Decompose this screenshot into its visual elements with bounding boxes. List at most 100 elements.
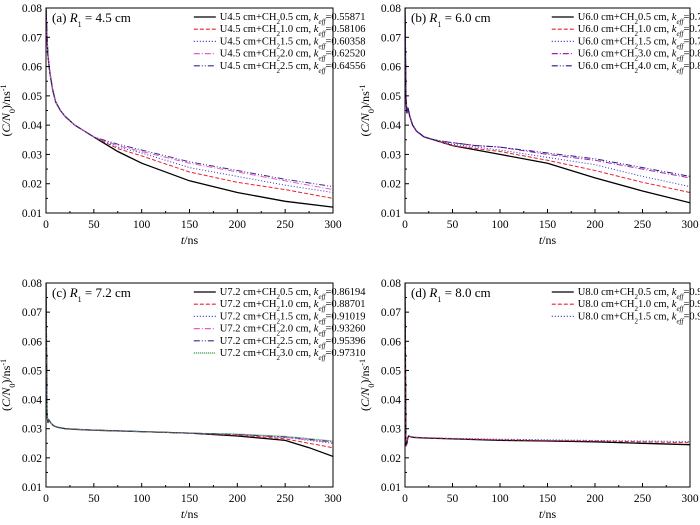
x-tick-label: 50 bbox=[447, 219, 459, 231]
x-tick-label: 200 bbox=[229, 219, 247, 231]
legend-entry: U6.0 cm+CH24.0 cm, keff=0.87877 bbox=[578, 61, 700, 75]
legend-entry: U4.5 cm+CH22.5 cm, keff=0.64556 bbox=[220, 61, 366, 75]
legend-k: k bbox=[672, 287, 677, 298]
series-line-3 bbox=[405, 8, 690, 188]
legend-mod: 3.0 cm, bbox=[638, 49, 672, 60]
y-label-var: C/N bbox=[0, 387, 13, 407]
legend-k: k bbox=[672, 24, 677, 35]
x-tick-label: 250 bbox=[634, 219, 652, 231]
legend-keff: =0.94236 bbox=[683, 287, 700, 298]
y-label-part: ( bbox=[0, 133, 13, 137]
x-axis-unit: /ns bbox=[184, 233, 198, 247]
y-label-sub: 0 bbox=[8, 384, 17, 388]
legend-keff: =0.87877 bbox=[683, 61, 700, 72]
legend-keff: =0.75768 bbox=[683, 24, 700, 35]
legend-k-sub: eff bbox=[318, 354, 326, 362]
panel-var: R bbox=[69, 10, 78, 25]
legend-mod: 1.0 cm, bbox=[638, 24, 672, 35]
legend-keff: =0.95396 bbox=[325, 336, 365, 347]
x-tick-label: 300 bbox=[324, 493, 342, 505]
x-axis-var: t bbox=[181, 233, 185, 247]
legend-k: k bbox=[314, 311, 319, 322]
legend-sub: 2 bbox=[634, 30, 638, 38]
legend-mod: 0.5 cm, bbox=[638, 12, 672, 23]
legend-sample: U8.0 cm+CH bbox=[578, 287, 635, 298]
legend-sub: 2 bbox=[276, 342, 280, 350]
legend-entry: U7.2 cm+CH22.5 cm, keff=0.95396 bbox=[220, 336, 366, 350]
y-label-part: ( bbox=[0, 407, 13, 411]
legend-keff: =0.78171 bbox=[683, 36, 700, 47]
legend: U8.0 cm+CH20.5 cm, keff=0.94236U8.0 cm+C… bbox=[551, 287, 700, 325]
legend-k-sub: eff bbox=[676, 67, 684, 75]
x-tick-label: 200 bbox=[229, 493, 247, 505]
y-tick-label: 0.06 bbox=[381, 62, 401, 74]
legend-k: k bbox=[314, 36, 319, 47]
legend-entry: U6.0 cm+CH23.0 cm, keff=0.84558 bbox=[578, 49, 700, 63]
x-tick-label: 300 bbox=[324, 219, 342, 231]
panel-var-sub: 1 bbox=[437, 295, 441, 304]
legend-mod: 0.5 cm, bbox=[280, 287, 314, 298]
legend-k: k bbox=[314, 287, 319, 298]
x-axis-var: t bbox=[539, 233, 543, 247]
legend-sample: U6.0 cm+CH bbox=[578, 49, 635, 60]
legend-keff: =0.62520 bbox=[325, 49, 365, 60]
legend-sub: 2 bbox=[276, 330, 280, 338]
legend-entry: U7.2 cm+CH20.5 cm, keff=0.86194 bbox=[220, 287, 366, 301]
legend-k: k bbox=[314, 49, 319, 60]
legend-sub: 2 bbox=[276, 354, 280, 362]
x-tick-label: 200 bbox=[586, 493, 604, 505]
y-tick-label: 0.07 bbox=[22, 307, 42, 319]
y-tick-label: 0.07 bbox=[22, 32, 42, 44]
x-axis-label: t/ns bbox=[181, 233, 199, 247]
legend-sub: 2 bbox=[634, 305, 638, 313]
legend-sub: 2 bbox=[634, 18, 638, 26]
legend-entry: U4.5 cm+CH21.0 cm, keff=0.58106 bbox=[220, 24, 366, 38]
y-tick-label: 0.04 bbox=[381, 395, 401, 407]
legend-sample: U7.2 cm+CH bbox=[220, 324, 277, 335]
x-tick-label: 100 bbox=[133, 493, 151, 505]
y-tick-label: 0.05 bbox=[22, 365, 42, 377]
legend-sub: 2 bbox=[634, 55, 638, 63]
x-tick-label: 0 bbox=[402, 219, 408, 231]
y-label-sub: 0 bbox=[367, 384, 376, 388]
panel-value: = 7.2 cm bbox=[82, 285, 131, 300]
x-tick-label: 100 bbox=[491, 493, 509, 505]
x-tick-label: 50 bbox=[88, 493, 100, 505]
y-axis-label: (C/N0)/ns-1 bbox=[358, 84, 376, 136]
series-line-3 bbox=[46, 8, 333, 193]
legend-sub: 2 bbox=[276, 55, 280, 63]
legend-mod: 4.0 cm, bbox=[638, 61, 672, 72]
legend-entry: U4.5 cm+CH20.5 cm, keff=0.55871 bbox=[220, 12, 366, 26]
x-tick-label: 50 bbox=[88, 219, 100, 231]
legend-k-sub: eff bbox=[318, 330, 326, 338]
x-tick-label: 100 bbox=[491, 219, 509, 231]
legend-sample: U7.2 cm+CH bbox=[220, 311, 277, 322]
legend-keff: =0.97310 bbox=[325, 348, 365, 359]
legend-entry: U6.0 cm+CH21.0 cm, keff=0.75768 bbox=[578, 24, 700, 38]
panel-var: R bbox=[69, 285, 78, 300]
x-axis-var: t bbox=[181, 507, 185, 521]
series-line-2 bbox=[46, 8, 333, 199]
legend-entry: U8.0 cm+CH20.5 cm, keff=0.94236 bbox=[578, 287, 700, 301]
series-line-6 bbox=[46, 283, 333, 442]
y-label-sub: 0 bbox=[8, 109, 17, 113]
y-label-exp: -1 bbox=[358, 359, 367, 366]
legend-keff: =0.99014 bbox=[683, 311, 700, 322]
legend-sub: 2 bbox=[634, 42, 638, 50]
legend-sample: U7.2 cm+CH bbox=[220, 336, 277, 347]
y-label-exp: -1 bbox=[0, 84, 8, 91]
panel-letter: (c) bbox=[52, 285, 70, 300]
legend-sub: 2 bbox=[634, 317, 638, 325]
x-tick-label: 250 bbox=[277, 219, 295, 231]
legend-k-sub: eff bbox=[318, 342, 326, 350]
y-label-exp: -1 bbox=[358, 84, 367, 91]
series-line-5 bbox=[405, 8, 690, 177]
y-tick-label: 0.03 bbox=[381, 149, 401, 161]
legend-mod: 1.5 cm, bbox=[638, 311, 672, 322]
legend-sub: 2 bbox=[634, 293, 638, 301]
legend-keff: =0.55871 bbox=[325, 12, 365, 23]
legend-entry: U7.2 cm+CH22.0 cm, keff=0.93260 bbox=[220, 324, 366, 338]
x-axis-label: t/ns bbox=[181, 507, 199, 521]
legend-mod: 1.5 cm, bbox=[280, 311, 314, 322]
